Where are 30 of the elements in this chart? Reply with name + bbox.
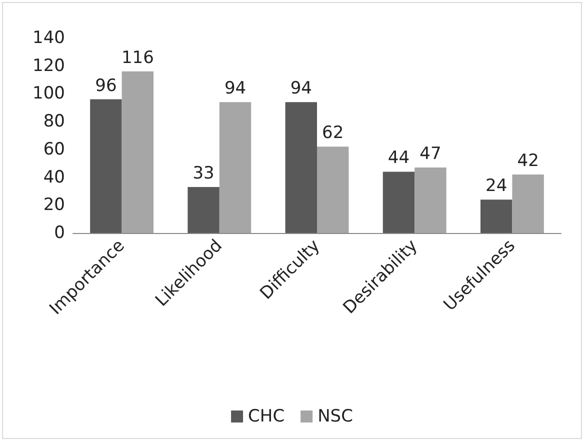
data-label: 42 <box>517 151 539 171</box>
bar <box>188 187 220 233</box>
y-tick-label: 20 <box>43 195 65 216</box>
y-tick-label: 80 <box>43 112 65 132</box>
bar <box>122 71 154 233</box>
data-label: 94 <box>290 78 312 99</box>
y-tick-label: 100 <box>32 84 65 104</box>
y-tick-label: 40 <box>43 167 65 188</box>
y-tick-label: 120 <box>32 56 65 76</box>
bar <box>219 102 252 233</box>
bar <box>90 99 122 233</box>
data-label: 62 <box>322 123 344 144</box>
data-label: 44 <box>388 148 410 168</box>
bar <box>285 102 317 233</box>
bar <box>382 172 415 233</box>
data-label: 96 <box>95 76 117 96</box>
y-tick-label: 60 <box>43 139 65 160</box>
bar <box>480 200 512 233</box>
y-tick-label: 140 <box>32 28 65 48</box>
legend-label: CHC <box>248 406 285 426</box>
bar <box>512 174 544 233</box>
data-label: 94 <box>224 78 246 99</box>
legend-label: NSC <box>318 406 353 426</box>
data-label: 33 <box>192 164 214 184</box>
bar <box>317 146 349 233</box>
y-tick-label: 0 <box>54 223 65 243</box>
data-label: 24 <box>486 176 508 196</box>
data-label: 116 <box>121 48 154 68</box>
bar <box>414 168 446 233</box>
data-label: 47 <box>420 144 442 164</box>
